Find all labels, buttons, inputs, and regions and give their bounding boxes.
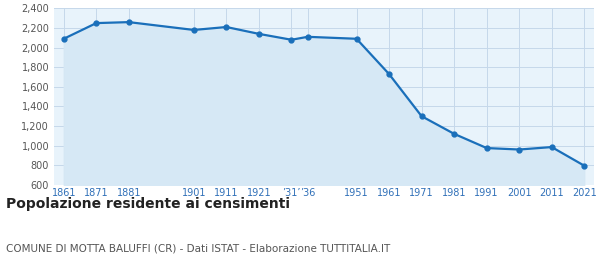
Text: Popolazione residente ai censimenti: Popolazione residente ai censimenti — [6, 197, 290, 211]
Text: COMUNE DI MOTTA BALUFFI (CR) - Dati ISTAT - Elaborazione TUTTITALIA.IT: COMUNE DI MOTTA BALUFFI (CR) - Dati ISTA… — [6, 244, 390, 254]
